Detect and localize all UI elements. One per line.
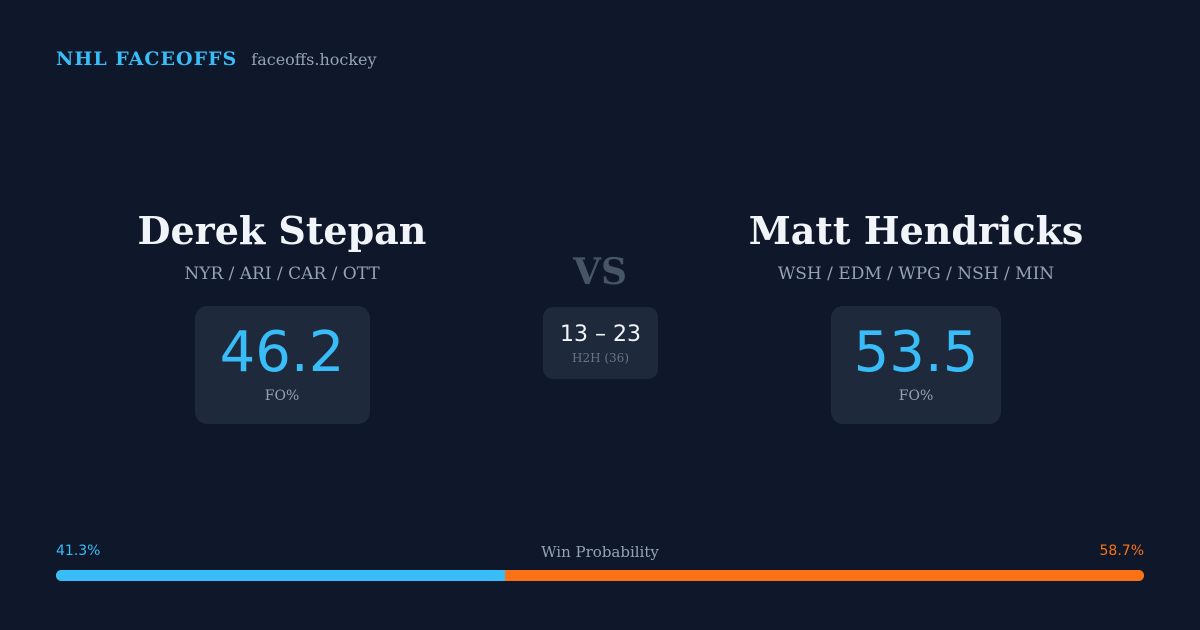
player-left-stat-card: 46.2 FO% xyxy=(194,306,370,424)
player-right-panel: Matt Hendricks WSH / EDM / WPG / NSH / M… xyxy=(656,206,1176,424)
head-to-head-label: H2H (36) xyxy=(571,351,629,365)
player-left-panel: Derek Stepan NYR / ARI / CAR / OTT 46.2 … xyxy=(22,206,542,424)
head-to-head-score: 13 – 23 xyxy=(560,322,641,347)
win-probability-bar-right xyxy=(505,570,1144,581)
win-probability-right-label: 58.7% xyxy=(1099,543,1144,559)
player-left-fo-value: 46.2 xyxy=(219,320,345,385)
player-left-fo-label: FO% xyxy=(264,388,300,404)
player-left-name: Derek Stepan xyxy=(137,208,427,253)
player-right-teams: WSH / EDM / WPG / NSH / MIN xyxy=(777,264,1055,284)
brand-header: NHL FACEOFFS faceoffs.hockey xyxy=(56,48,377,70)
player-right-name: Matt Hendricks xyxy=(748,208,1084,253)
win-probability-bar-left xyxy=(56,570,506,581)
win-probability-bar xyxy=(56,570,1144,581)
head-to-head-card: 13 – 23 H2H (36) xyxy=(543,307,658,379)
brand-name: NHL FACEOFFS xyxy=(56,48,238,70)
player-left-teams: NYR / ARI / CAR / OTT xyxy=(184,264,380,284)
player-right-fo-label: FO% xyxy=(898,388,934,404)
win-probability-labels: 41.3% Win Probability 58.7% xyxy=(56,543,1144,563)
versus-label: VS xyxy=(573,251,627,293)
win-probability-left-label: 41.3% xyxy=(56,543,101,559)
player-right-fo-value: 53.5 xyxy=(853,320,979,385)
win-probability-title: Win Probability xyxy=(541,543,659,561)
brand-domain: faceoffs.hockey xyxy=(251,50,377,69)
player-right-stat-card: 53.5 FO% xyxy=(831,306,1001,424)
